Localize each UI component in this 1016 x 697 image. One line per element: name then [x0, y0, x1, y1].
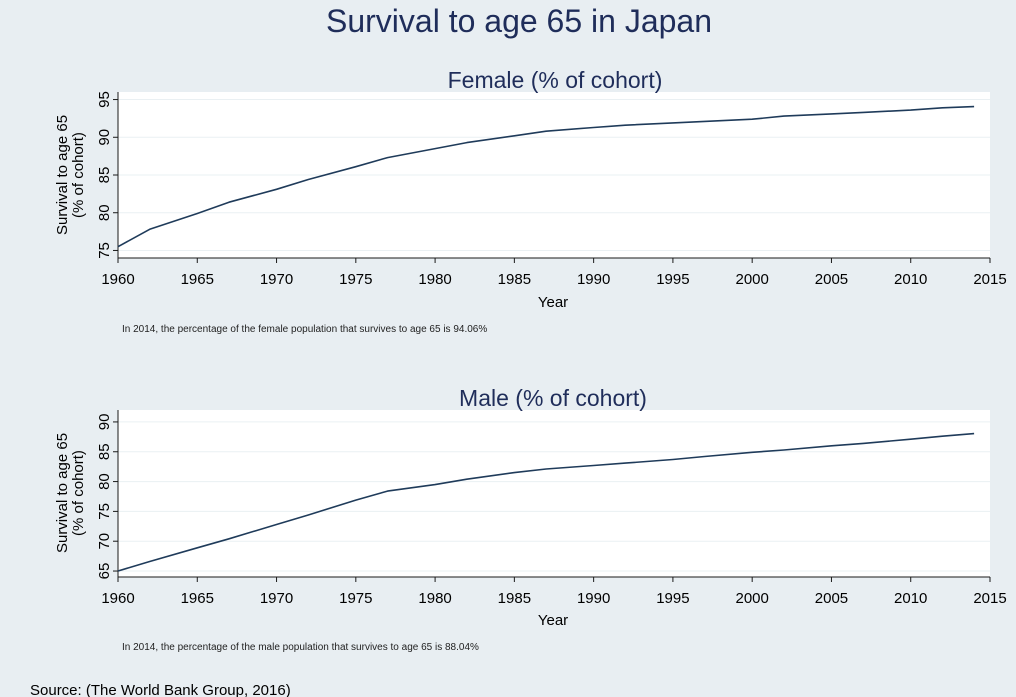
- male-y-tick-label: 70: [96, 533, 113, 550]
- female-y-tick-label: 90: [96, 129, 113, 146]
- male-x-tick-label: 2010: [894, 590, 927, 607]
- female-x-tick-label: 1985: [498, 271, 531, 288]
- female-panel: Female (% of cohort) Survival to age 65 …: [54, 67, 1007, 335]
- male-series-line: [117, 432, 975, 572]
- source-note: Source: (The World Bank Group, 2016): [30, 682, 291, 697]
- female-series-line: [117, 105, 975, 248]
- male-y-tick-label: 75: [96, 503, 113, 520]
- male-note: In 2014, the percentage of the male popu…: [122, 642, 479, 653]
- male-x-tick-label: 1990: [577, 590, 610, 607]
- male-y-axis-label-line1: Survival to age 65: [54, 433, 71, 553]
- male-y-tick-label: 80: [96, 473, 113, 490]
- female-y-tick-label: 75: [96, 242, 113, 259]
- female-x-tick-label: 2005: [815, 271, 848, 288]
- male-x-tick-label: 2000: [735, 590, 768, 607]
- male-x-tick-label: 2015: [973, 590, 1006, 607]
- female-x-tick-label: 1975: [339, 271, 372, 288]
- male-plot-area: [118, 410, 990, 577]
- male-x-tick-label: 1965: [181, 590, 214, 607]
- female-x-tick-label: 1970: [260, 271, 293, 288]
- male-x-tick-label: 1960: [101, 590, 134, 607]
- male-y-tick-label: 90: [96, 414, 113, 431]
- female-x-tick-label: 2010: [894, 271, 927, 288]
- female-x-tick-label: 1995: [656, 271, 689, 288]
- female-panel-title: Female (% of cohort): [448, 67, 663, 93]
- female-note: In 2014, the percentage of the female po…: [122, 324, 487, 335]
- female-y-tick-label: 85: [96, 167, 113, 184]
- main-title: Survival to age 65 in Japan: [326, 3, 712, 39]
- female-y-axis-label: Survival to age 65 (% of cohort): [54, 115, 87, 235]
- male-x-axis-label: Year: [538, 612, 568, 629]
- female-x-tick-label: 1980: [418, 271, 451, 288]
- male-panel: Male (% of cohort) Survival to age 65 (%…: [54, 385, 1007, 653]
- female-x-tick-label: 1965: [181, 271, 214, 288]
- male-x-tick-label: 1975: [339, 590, 372, 607]
- female-y-axis-label-line1: Survival to age 65: [54, 115, 71, 235]
- male-y-axis-label: Survival to age 65 (% of cohort): [54, 433, 87, 553]
- male-x-tick-label: 1980: [418, 590, 451, 607]
- female-y-tick-label: 80: [96, 204, 113, 221]
- male-x-tick-label: 1985: [498, 590, 531, 607]
- male-y-tick-label: 65: [96, 563, 113, 580]
- female-x-tick-label: 2015: [973, 271, 1006, 288]
- male-x-tick-label: 1995: [656, 590, 689, 607]
- male-panel-title: Male (% of cohort): [459, 385, 647, 411]
- female-x-tick-label: 1990: [577, 271, 610, 288]
- male-y-tick-label: 85: [96, 443, 113, 460]
- male-y-axis-label-line2: (% of cohort): [70, 450, 87, 536]
- female-x-tick-label: 2000: [735, 271, 768, 288]
- female-x-tick-label: 1960: [101, 271, 134, 288]
- male-x-tick-label: 2005: [815, 590, 848, 607]
- male-x-tick-label: 1970: [260, 590, 293, 607]
- female-y-axis-label-line2: (% of cohort): [70, 132, 87, 218]
- female-x-axis-label: Year: [538, 294, 568, 311]
- female-y-tick-label: 95: [96, 91, 113, 108]
